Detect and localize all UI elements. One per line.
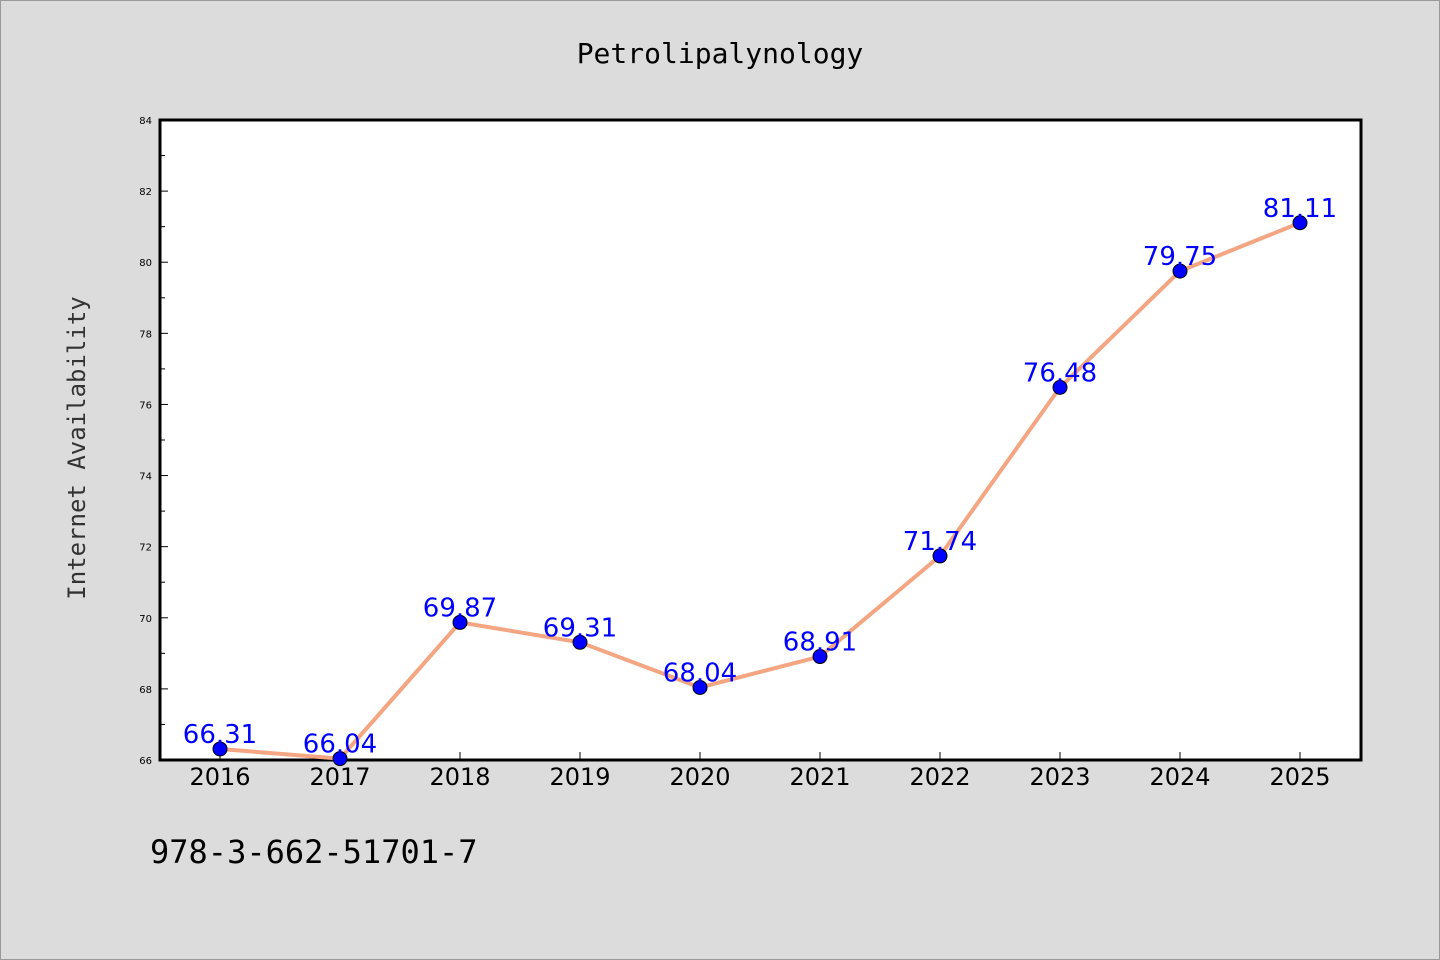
data-label: 76.48 bbox=[1023, 358, 1097, 388]
y-axis: 66 68 70 72 74 76 78 80 82 84 bbox=[139, 116, 168, 767]
data-points bbox=[212, 215, 1308, 767]
y-tick-label: 78 bbox=[139, 329, 152, 340]
data-point bbox=[812, 649, 828, 665]
data-label: 68.04 bbox=[663, 658, 737, 688]
x-tick-label: 2019 bbox=[549, 763, 610, 791]
x-tick-label: 2020 bbox=[669, 763, 730, 791]
data-point bbox=[932, 548, 948, 564]
y-tick-label: 80 bbox=[139, 258, 152, 269]
data-label: 66.04 bbox=[303, 730, 377, 760]
series-line bbox=[219, 220, 1301, 761]
data-point bbox=[1172, 263, 1188, 279]
x-tick-label: 2023 bbox=[1029, 763, 1090, 791]
data-label: 71.74 bbox=[903, 527, 977, 557]
x-tick-label: 2024 bbox=[1149, 763, 1210, 791]
y-tick-label: 66 bbox=[139, 756, 152, 767]
x-tick-label: 2018 bbox=[429, 763, 490, 791]
data-label: 68.91 bbox=[783, 628, 857, 658]
y-tick-label: 76 bbox=[139, 400, 152, 411]
data-point bbox=[572, 634, 588, 650]
y-tick-label: 72 bbox=[139, 543, 152, 554]
data-label: 69.31 bbox=[543, 613, 617, 643]
data-point bbox=[212, 741, 228, 757]
data-label: 69.87 bbox=[423, 593, 497, 623]
y-tick-label: 68 bbox=[139, 685, 152, 696]
data-point bbox=[1292, 215, 1308, 231]
data-point bbox=[692, 679, 708, 695]
y-tick-label: 84 bbox=[139, 116, 152, 127]
data-label: 79.75 bbox=[1143, 242, 1217, 272]
x-axis: 2016 2017 2018 2019 2020 2021 2022 2023 2024 2025 bbox=[189, 752, 1331, 791]
y-tick-label: 74 bbox=[139, 472, 152, 483]
x-tick-label: 2021 bbox=[789, 763, 850, 791]
data-labels: 66.31 66.04 69.87 69.31 68.04 68.91 71.74 76.48… bbox=[183, 194, 1337, 760]
data-point bbox=[332, 751, 348, 767]
y-tick-label: 70 bbox=[139, 614, 152, 625]
data-label: 81.11 bbox=[1263, 194, 1337, 224]
plot-area bbox=[158, 118, 1363, 762]
x-tick-label: 2025 bbox=[1269, 763, 1330, 791]
data-point bbox=[1052, 379, 1068, 395]
chart-title: Petrolipalynology bbox=[577, 37, 864, 70]
data-label: 66.31 bbox=[183, 720, 257, 750]
isbn-code: 978-3-662-51701-7 bbox=[150, 833, 478, 871]
series-line-group bbox=[219, 220, 1301, 761]
x-tick-label: 2016 bbox=[189, 763, 250, 791]
data-point bbox=[452, 614, 468, 630]
x-tick-label: 2022 bbox=[909, 763, 970, 791]
y-tick-label: 82 bbox=[139, 187, 152, 198]
x-tick-label: 2017 bbox=[309, 763, 370, 791]
y-axis-label: Internet Availability bbox=[63, 296, 91, 599]
